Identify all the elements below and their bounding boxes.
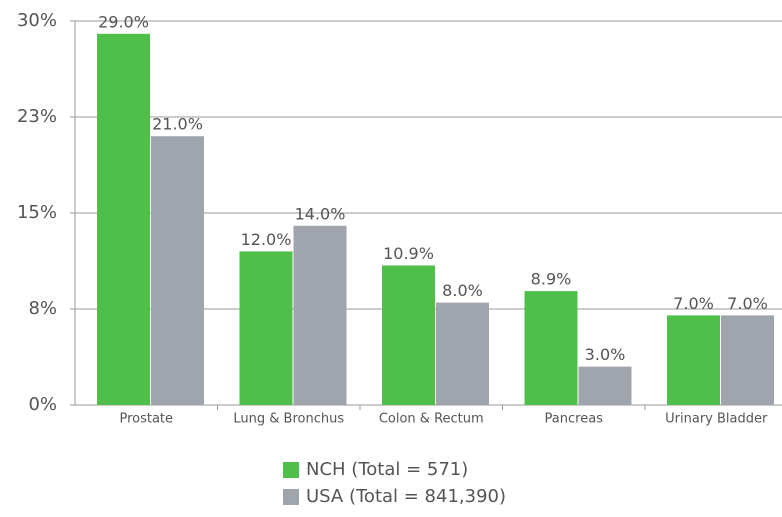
bar [436, 302, 489, 405]
data-label: 8.9% [531, 270, 572, 289]
data-label: 29.0% [98, 12, 149, 31]
data-label: 8.0% [442, 281, 483, 300]
bar [382, 265, 435, 405]
y-tick-label: 30% [17, 10, 57, 31]
legend-swatch [283, 462, 299, 478]
bar [97, 33, 150, 406]
data-label: 10.9% [383, 244, 434, 263]
x-tick-label: Pancreas [545, 412, 604, 427]
legend-label: NCH (Total = 571) [306, 459, 468, 480]
legend-label: USA (Total = 841,390) [306, 486, 506, 507]
bar [578, 366, 632, 405]
bar [667, 315, 720, 405]
data-label: 7.0% [727, 294, 768, 313]
y-tick-label: 0% [28, 394, 57, 415]
data-label: 14.0% [295, 204, 346, 223]
bar [239, 251, 293, 405]
x-tick-label: Colon & Rectum [379, 412, 484, 427]
bar [151, 136, 204, 405]
legend-swatch [283, 489, 299, 505]
data-label: 7.0% [673, 294, 714, 313]
bar [721, 315, 774, 405]
x-tick-label: Lung & Bronchus [233, 412, 344, 427]
y-tick-label: 15% [17, 202, 57, 223]
data-label: 12.0% [241, 230, 292, 249]
data-label: 21.0% [152, 115, 203, 134]
bar [524, 291, 578, 405]
bar [293, 225, 347, 405]
y-tick-label: 23% [17, 106, 57, 127]
x-tick-label: Urinary Bladder [665, 412, 768, 427]
y-tick-label: 8% [28, 298, 57, 319]
x-tick-label: Prostate [119, 412, 173, 427]
data-label: 3.0% [585, 345, 626, 364]
